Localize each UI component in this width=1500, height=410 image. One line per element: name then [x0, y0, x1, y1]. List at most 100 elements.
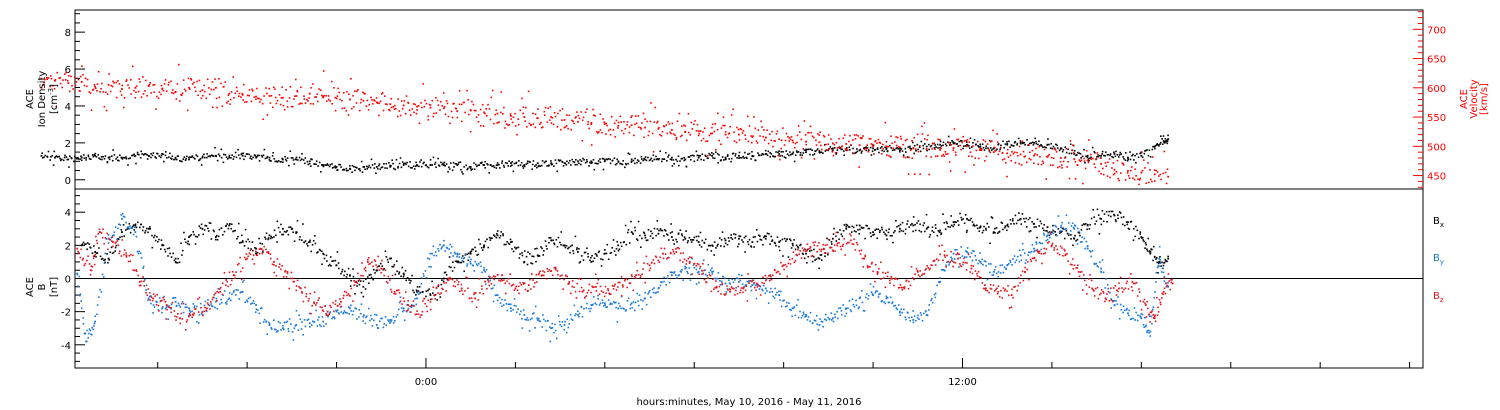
- by-point: [778, 290, 780, 293]
- density-point: [1038, 140, 1040, 143]
- bz-point: [530, 288, 532, 290]
- velocity-point: [698, 132, 700, 135]
- bx-point: [123, 235, 126, 237]
- density-point: [334, 167, 337, 169]
- by-point: [1020, 259, 1023, 262]
- density-point: [1034, 137, 1036, 140]
- velocity-point: [630, 116, 632, 119]
- density-point: [1162, 140, 1165, 142]
- bz-point: [499, 280, 502, 282]
- velocity-point: [827, 134, 830, 136]
- velocity-point: [882, 148, 885, 150]
- velocity-point: [780, 139, 783, 142]
- velocity-point: [121, 84, 124, 87]
- bx-point: [1024, 220, 1026, 223]
- bx-point: [637, 220, 640, 223]
- bz-point: [471, 300, 473, 303]
- bx-point: [867, 227, 870, 230]
- density-point: [338, 163, 340, 166]
- bx-point: [847, 226, 850, 228]
- bz-point: [580, 286, 583, 289]
- velocity-point: [172, 92, 175, 95]
- bz-point: [191, 316, 193, 318]
- velocity-point: [134, 86, 137, 89]
- by-point: [1148, 315, 1151, 318]
- velocity-point: [772, 145, 774, 148]
- bz-point: [146, 294, 149, 297]
- by-point: [266, 333, 269, 335]
- bx-point: [488, 236, 491, 239]
- density-point: [1161, 143, 1164, 145]
- bx-point: [1139, 233, 1142, 235]
- bx-point: [208, 222, 211, 224]
- bx-point: [1161, 261, 1163, 264]
- velocity-point: [845, 149, 848, 151]
- density-point: [288, 164, 290, 167]
- by-point: [510, 310, 512, 312]
- velocity-point: [854, 137, 857, 140]
- bx-point: [417, 290, 420, 292]
- by-point: [920, 314, 923, 316]
- bx-point: [498, 236, 501, 239]
- velocity-point: [82, 73, 84, 76]
- velocity-point: [522, 112, 524, 115]
- density-point: [1090, 156, 1092, 159]
- velocity-point: [322, 95, 325, 98]
- by-point: [953, 258, 956, 260]
- density-point: [917, 148, 919, 151]
- velocity-point: [181, 92, 184, 95]
- bz-point: [177, 313, 179, 315]
- bx-point: [535, 260, 537, 263]
- by-point: [128, 227, 131, 230]
- by-point: [607, 299, 610, 301]
- bz-point: [633, 275, 636, 278]
- bz-point: [162, 296, 164, 299]
- velocity-point: [842, 137, 845, 140]
- density-point: [738, 157, 740, 159]
- bz-point: [118, 252, 121, 255]
- by-point: [637, 300, 639, 302]
- by-point: [630, 302, 633, 305]
- density-point: [77, 156, 79, 159]
- velocity-point: [238, 92, 241, 95]
- bx-point: [983, 225, 985, 228]
- by-point: [291, 331, 294, 333]
- bx-point: [389, 257, 392, 260]
- by-point: [1124, 309, 1126, 312]
- bz-point: [92, 255, 95, 258]
- by-point: [437, 250, 440, 252]
- by-point: [657, 291, 659, 293]
- bz-point: [641, 273, 643, 275]
- density-point: [1006, 140, 1008, 143]
- density-point: [513, 162, 516, 165]
- velocity-point: [346, 90, 348, 93]
- bz-point: [662, 257, 665, 260]
- bz-point: [426, 310, 429, 313]
- bx-point: [872, 231, 874, 233]
- velocity-point: [188, 86, 190, 89]
- bx-point: [364, 278, 367, 280]
- density-point: [1067, 148, 1069, 151]
- density-point: [463, 166, 465, 168]
- bz-point: [517, 285, 520, 288]
- by-point: [273, 328, 276, 331]
- bx-point: [201, 227, 204, 230]
- by-point: [667, 274, 669, 277]
- density-point: [258, 160, 261, 162]
- by-point: [910, 316, 913, 318]
- by-point: [615, 306, 617, 309]
- bx-point: [611, 247, 614, 249]
- bx-point: [292, 231, 294, 234]
- by-point: [762, 284, 765, 287]
- density-point: [740, 156, 743, 159]
- density-point: [349, 165, 351, 167]
- by-point: [401, 310, 404, 313]
- density-point: [696, 154, 699, 157]
- by-point: [1096, 265, 1099, 267]
- density-point: [1158, 145, 1160, 147]
- density-point: [788, 154, 790, 157]
- density-point: [615, 162, 618, 165]
- velocity-point: [855, 134, 858, 136]
- density-point: [136, 153, 139, 156]
- velocity-point: [424, 99, 426, 102]
